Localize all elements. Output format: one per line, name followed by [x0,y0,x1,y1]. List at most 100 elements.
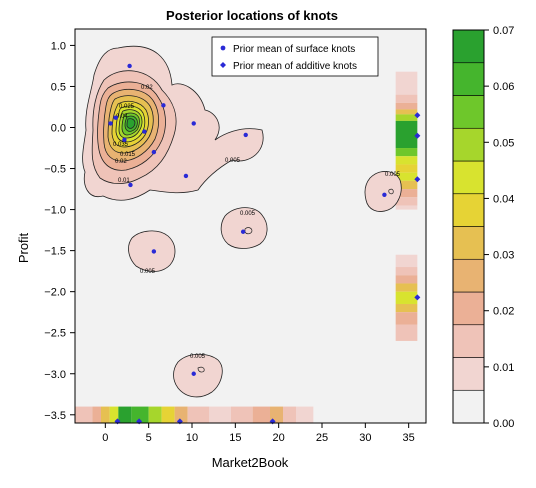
colorbar-cell [452,62,485,96]
surface-knot-point [151,249,157,254]
x-axis: 0 5 10 15 20 25 30 35 [102,423,415,444]
marginal-x-cell [92,406,101,423]
contour-label: 0.025 [119,104,135,110]
contour-label: 0.005 [240,211,256,217]
colorbar-border [452,29,485,424]
marginal-y-cell [395,254,418,268]
colorbar-cell [452,291,485,326]
density-contours [82,45,402,398]
y-tick-label: −1.5 [44,246,66,258]
colorbar-tick-label: 0.00 [493,418,514,430]
colorbar-cell [452,95,485,129]
colorbar-tick-label: 0.02 [493,306,514,318]
plot-border [74,28,427,424]
x-tick-label: 15 [229,432,241,444]
y-tick-label: 1.0 [51,40,66,52]
y-axis: −3.5 −3.0 −2.5 −2.0 −1.5 −1.0 −0.5 0.0 0.5 1.0 [44,40,75,422]
surface-knot-point [108,121,113,126]
colorbar-cell [452,226,485,260]
marginal-x-cell [283,406,296,423]
surface-knot-point [191,121,196,126]
additive-knot-y [414,294,421,301]
x-tick-label: 35 [403,432,415,444]
additive-knot-y [414,112,421,119]
marginal-x-cell [131,406,149,423]
x-tick-label: 0 [102,432,108,444]
contour-label: 0.035 [113,142,129,148]
marginal-y-cell [395,180,418,190]
legend: Prior mean of surface knots Prior mean o… [211,36,379,77]
contour-labels: 0.02 0.025 0.04 0.035 0.015 0.02 0.01 0.… [113,85,401,360]
surface-knot-point [183,173,189,179]
y-tick-label: −3.5 [44,410,66,422]
marginal-y-cell [395,205,418,210]
colorbar-cell [452,357,485,391]
contour-label: 0.005 [385,172,401,178]
legend-box [211,36,379,77]
contour-label: 0.005 [190,354,206,360]
x-axis-title: Market2Book [212,455,289,470]
surface-knot-point [122,137,127,143]
x-tick-label: 20 [273,432,285,444]
surface-knot-point [161,103,166,108]
contour-label: 0.02 [115,159,127,165]
y-tick-label: 0.5 [51,81,66,93]
surface-knots [108,63,387,376]
x-tick-label: 25 [316,432,328,444]
y-tick-label: −2.5 [44,328,66,340]
x-tick-label: 5 [146,432,152,444]
marginal-y-cell [395,312,418,325]
colorbar-tick-label: 0.03 [493,250,514,262]
colorbar-cell [452,193,485,227]
surface-knot-point [191,371,196,376]
x-tick-label: 30 [359,432,371,444]
marginal-y-cell [395,291,418,304]
marginal-x-cell [118,406,132,423]
marginal-x-cell [209,406,231,423]
surface-knot-point [382,192,387,198]
marginal-y-cell [395,120,418,149]
chart-title: Posterior locations of knots [166,8,338,23]
y-tick-label: −1.0 [44,205,66,217]
colorbar-tick-label: 0.05 [493,137,514,149]
contour-label: 0.02 [141,85,153,91]
colorbar-cell [452,29,485,64]
marginal-x-cell [161,406,175,423]
marginal-y-cell [395,102,418,110]
marginal-y-cell [395,109,418,115]
surface-knot-point [128,182,133,188]
contour-label: 0.015 [120,152,136,158]
colorbar-cell [452,160,485,195]
marginal-y-cell [395,148,418,157]
marginal-x-cell [231,406,253,423]
marginal-y-cell [395,324,418,341]
contour-label: 0.005 [225,158,241,164]
y-axis-title: Profit [16,232,31,263]
marginal-y-cell [395,197,418,206]
marginal-y-cell [395,172,418,181]
y-tick-label: −0.5 [44,164,66,176]
contour-blob-c [364,171,402,212]
colorbar-tick-label: 0.06 [493,81,514,93]
colorbar-cell [452,127,485,162]
surface-knot-point [113,115,118,120]
surface-knot-point [142,129,147,134]
colorbar-cell [452,324,485,358]
marginal-strip-x [75,406,314,423]
colorbar-cell [452,258,485,293]
marginal-y-cell [395,283,418,292]
marginal-y-cell [395,156,418,165]
y-tick-label: −2.0 [44,287,66,299]
additive-knot-y [414,176,421,183]
colorbar: 0.00 0.01 0.02 0.03 0.04 0.05 0.06 0.07 [452,25,514,430]
marginal-y-cell [395,94,418,103]
marginal-x-cell [296,406,314,423]
surface-knot-point [240,229,246,234]
colorbar-tick-label: 0.01 [493,362,514,374]
colorbar-tick-label: 0.04 [493,193,514,205]
contour-label: 0.04 [116,114,128,120]
marginal-y-cell [395,114,418,121]
legend-marker-additive [220,62,226,68]
marginal-y-cell [395,267,418,276]
